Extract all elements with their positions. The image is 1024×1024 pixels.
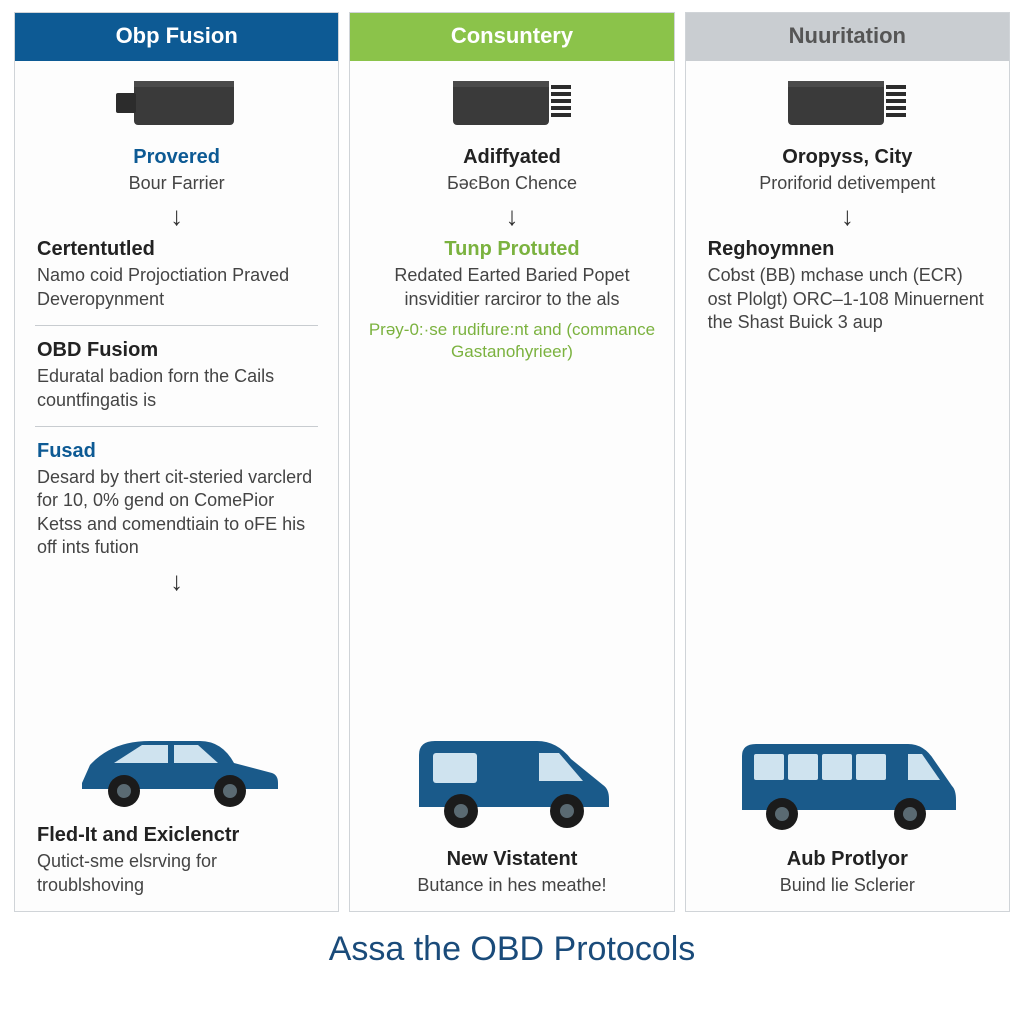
section-title: Fusad [37, 439, 316, 464]
section-body: Coƅst (BB) mchase unch (ECR) ost Plolgt)… [708, 264, 987, 334]
section-body: Eduratal badion forn the Cails countfing… [37, 365, 316, 412]
section-body: Redated Earted Baried Popet insviditier … [372, 264, 651, 311]
bottom-title: New Vistatent [372, 847, 651, 872]
section-adiffyated: Adiffyated БәєBon Chence [350, 141, 673, 201]
vehicle-icon-wrap [15, 717, 338, 817]
divider [35, 426, 318, 427]
down-arrow-icon: ↓ [15, 201, 338, 233]
section-reghoymnen: Reghoymnen Coƅst (BB) mchase unch (ECR) … [686, 233, 1009, 340]
obd-device-icon [447, 75, 577, 133]
bottom-block: Aub Protlyor Buind lie Sclerier [686, 841, 1009, 899]
columns-container: Obp Fusion Provered Bour Farrier ↓ Certe… [14, 12, 1010, 912]
obd-device-icon [782, 75, 912, 133]
column-header: Obp Fusion [15, 13, 338, 61]
section-tunp-protuted: Tunp Protuted Redated Earted Baried Pope… [350, 233, 673, 317]
spacer [350, 365, 673, 720]
section-certentutled: Certentutled Namo coid Projoctiation Pra… [15, 233, 338, 317]
section-body: Bour Farrier [37, 172, 316, 195]
section-title: Provered [37, 145, 316, 170]
section-obd-fusiom: OBD Fusiom Eduratal badion forn the Cail… [15, 334, 338, 418]
column-header: Consuntery [350, 13, 673, 61]
device-icon-wrap [686, 61, 1009, 141]
bottom-block: New Vistatent Butance in hes meathe! [350, 841, 673, 899]
column-header: Nuuritation [686, 13, 1009, 61]
bottom-title: Fled-It and Exiclenctr [37, 823, 316, 848]
van-icon [407, 727, 617, 837]
down-arrow-icon: ↓ [350, 201, 673, 233]
bottom-block: Fled-It and Exiclenctr Qutict-sme elsrvi… [15, 817, 338, 899]
minibus-icon [732, 732, 962, 837]
section-oropyss: Oropyss, City Proriforid detivempent [686, 141, 1009, 201]
bottom-body: Qutict-sme elsrving for troublshoving [37, 850, 316, 897]
down-arrow-icon: ↓ [686, 201, 1009, 233]
column-obp-fusion: Obp Fusion Provered Bour Farrier ↓ Certe… [14, 12, 339, 912]
section-body: БәєBon Chence [372, 172, 651, 195]
device-icon-wrap [15, 61, 338, 141]
vehicle-icon-wrap [350, 721, 673, 841]
section-title: Tunp Protuted [372, 237, 651, 262]
divider [35, 325, 318, 326]
section-title: OBD Fusiom [37, 338, 316, 363]
section-title: Adiffyated [372, 145, 651, 170]
bottom-body: Butance in hes meathe! [372, 874, 651, 897]
section-body: Proriforid detivempent [708, 172, 987, 195]
bottom-title: Aub Protlyor [708, 847, 987, 872]
column-consuntery: Consuntery Adiffyated БәєBon Chence ↓ Tu… [349, 12, 674, 912]
section-fusad: Fusad Desard by thert cit-steried varcle… [15, 435, 338, 566]
spacer [15, 598, 338, 718]
device-icon-wrap [350, 61, 673, 141]
bottom-body: Buind lie Sclerier [708, 874, 987, 897]
section-title: Certentutled [37, 237, 316, 262]
sedan-icon [72, 723, 282, 813]
section-body: Desard by thert cit-steried varclerd for… [37, 466, 316, 560]
section-body: Namo coid Projoctiation Praved Deveropyn… [37, 264, 316, 311]
obd-device-icon [112, 75, 242, 133]
down-arrow-icon: ↓ [15, 566, 338, 598]
section-title: Reghoymnen [708, 237, 987, 262]
section-title: Oropyss, City [708, 145, 987, 170]
footer-title: Assa the OBD Protocols [14, 930, 1010, 969]
vehicle-icon-wrap [686, 726, 1009, 841]
green-note: Prəy-0:·se rudifure:nt and (commance Gas… [350, 317, 673, 365]
spacer [686, 341, 1009, 726]
column-nuuritation: Nuuritation Oropyss, City Proriforid det… [685, 12, 1010, 912]
section-provered: Provered Bour Farrier [15, 141, 338, 201]
